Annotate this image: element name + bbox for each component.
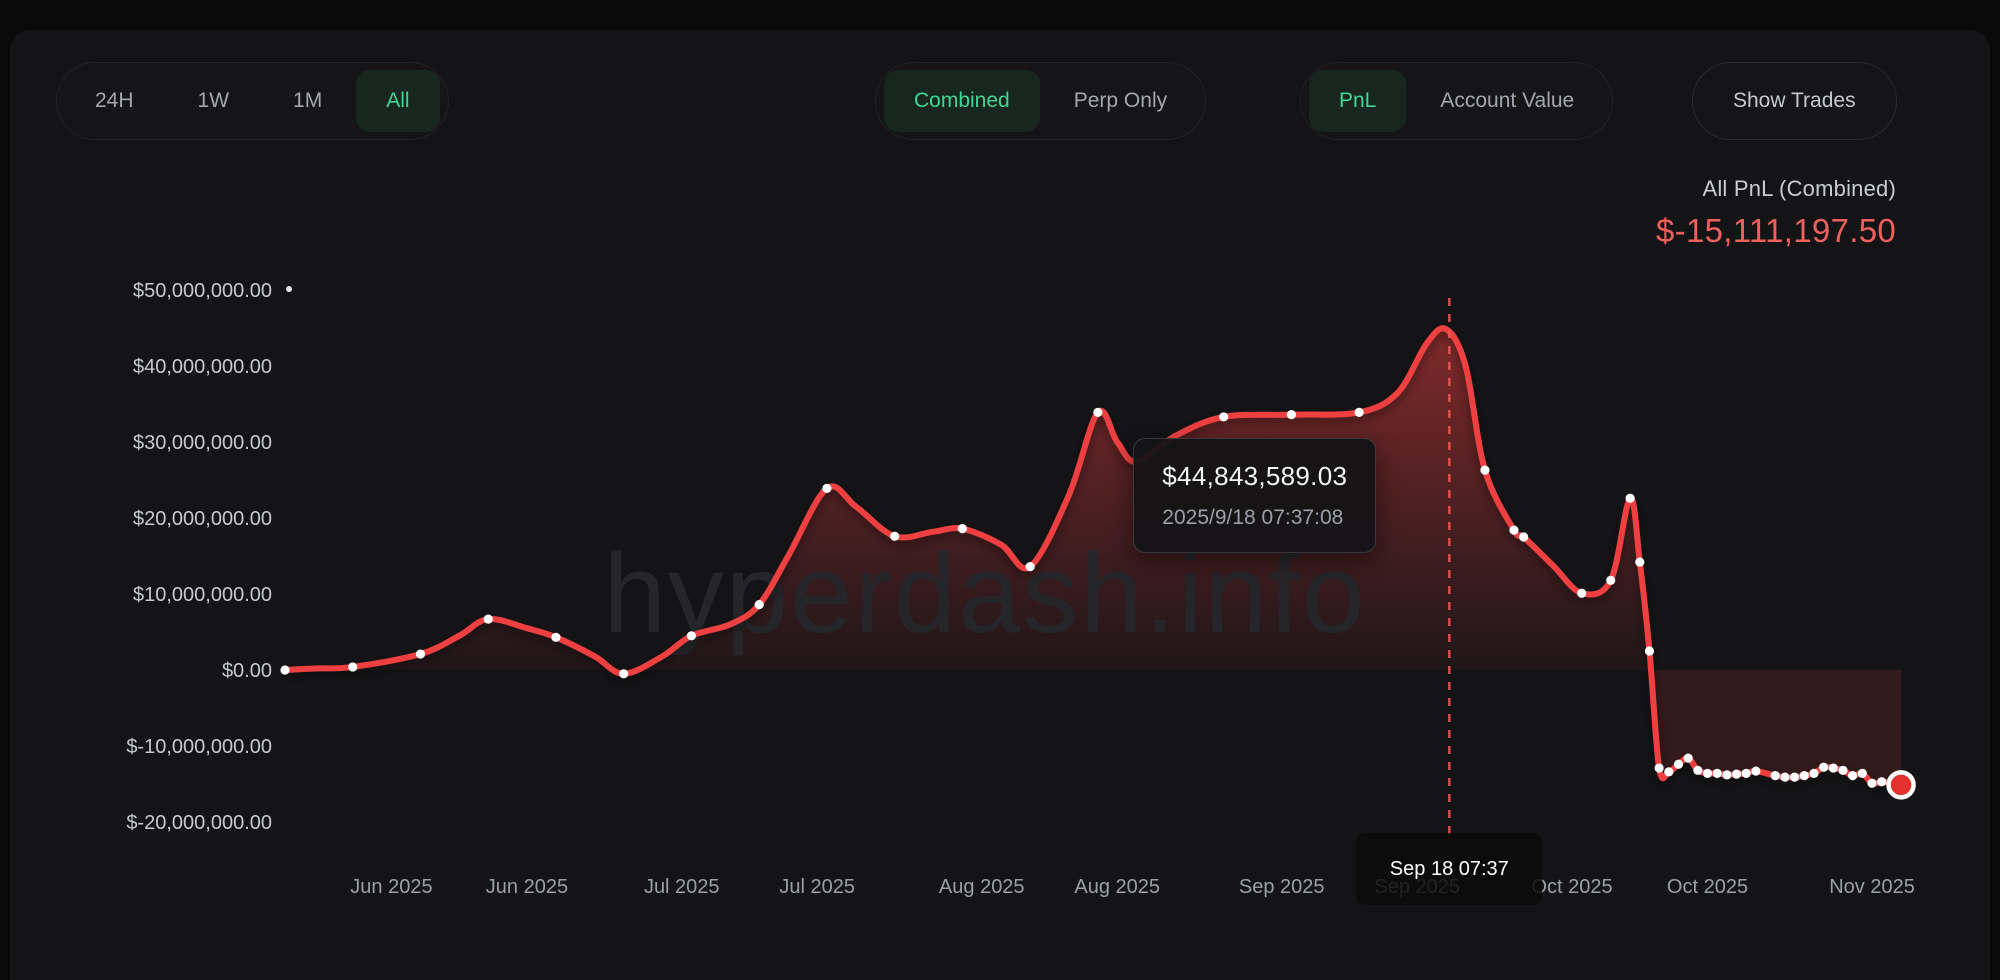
x-axis-label: Oct 2025 xyxy=(1531,876,1612,898)
y-axis-label: $50,000,000.00 xyxy=(133,280,272,302)
tooltip-value: $44,843,589.03 xyxy=(1162,461,1348,491)
data-point-marker xyxy=(1354,407,1364,417)
data-point-marker xyxy=(1770,771,1780,781)
tooltip-datetime: 2025/9/18 07:37:08 xyxy=(1162,506,1344,529)
y-axis-label: $-20,000,000.00 xyxy=(126,812,272,834)
tab-24h[interactable]: 24H xyxy=(65,70,164,132)
data-point-marker xyxy=(1722,770,1732,780)
tab-1w[interactable]: 1W xyxy=(168,70,260,132)
data-point-marker xyxy=(1025,562,1035,572)
y-axis-label: $20,000,000.00 xyxy=(133,508,272,530)
data-point-marker xyxy=(1741,768,1751,778)
x-axis-label: Aug 2025 xyxy=(939,876,1025,898)
x-axis-label: Nov 2025 xyxy=(1829,876,1915,898)
data-point-marker xyxy=(686,631,697,641)
pnl-line xyxy=(282,325,1905,788)
data-point-marker xyxy=(1654,763,1664,773)
data-point-marker xyxy=(1751,766,1761,776)
data-point-marker xyxy=(1799,771,1809,781)
y-axis-label: $40,000,000.00 xyxy=(133,356,272,378)
x-axis-label: Jul 2025 xyxy=(644,876,720,898)
pnl-summary: All PnL (Combined) $-15,111,197.50 xyxy=(1656,176,1896,250)
tab-combined[interactable]: Combined xyxy=(884,70,1040,132)
x-axis-label: Sep 2025 xyxy=(1239,876,1325,898)
data-point-marker xyxy=(1790,772,1800,782)
data-point-marker xyxy=(754,600,764,610)
data-point-marker xyxy=(890,531,900,541)
data-point-marker xyxy=(1828,763,1838,773)
chart-tooltip: $44,843,589.03 2025/9/18 07:37:08 xyxy=(1133,438,1377,553)
data-point-marker xyxy=(1780,772,1790,782)
data-point-marker xyxy=(1286,410,1297,420)
data-point-marker xyxy=(1219,412,1229,422)
data-point-marker xyxy=(280,665,290,675)
data-point-marker xyxy=(1093,407,1103,417)
show-trades-button[interactable]: Show Trades xyxy=(1692,62,1897,140)
tab-perp-only[interactable]: Perp Only xyxy=(1044,70,1197,132)
data-point-marker xyxy=(957,524,967,534)
axis-hover-label: Sep 18 07:37 xyxy=(1356,833,1543,905)
data-point-marker xyxy=(1673,759,1684,769)
y-axis-label: $0.00 xyxy=(222,660,272,682)
tab-pnl[interactable]: PnL xyxy=(1309,70,1407,132)
data-point-marker xyxy=(415,649,426,659)
y-axis-label: $10,000,000.00 xyxy=(133,584,272,606)
data-point-marker xyxy=(1644,646,1655,656)
mode-tab-group: Combined Perp Only xyxy=(875,62,1207,140)
toolbar: 24H 1W 1M All Combined Perp Only PnL Acc… xyxy=(0,62,2000,140)
pnl-summary-title: All PnL (Combined) xyxy=(1702,176,1896,201)
data-point-marker xyxy=(1509,525,1519,535)
chart-panel xyxy=(10,30,1990,980)
data-point-marker xyxy=(1809,768,1819,778)
data-point-marker xyxy=(1819,762,1829,772)
x-axis-label: Jun 2025 xyxy=(350,876,432,898)
data-point-marker xyxy=(551,632,561,642)
data-point-marker xyxy=(1480,465,1490,475)
x-axis-label: Aug 2025 xyxy=(1074,876,1160,898)
time-range-tab-group: 24H 1W 1M All xyxy=(56,62,449,140)
data-point-marker xyxy=(1877,777,1887,787)
data-point-marker xyxy=(1519,532,1529,542)
data-point-marker xyxy=(1702,768,1713,778)
tab-account-value[interactable]: Account Value xyxy=(1410,70,1604,132)
data-point-marker xyxy=(1712,768,1722,778)
data-point-marker xyxy=(348,662,358,672)
data-point-marker xyxy=(1635,557,1645,567)
data-point-marker xyxy=(1867,778,1877,788)
x-axis-label: Jun 2025 xyxy=(486,876,568,898)
data-point-marker xyxy=(1577,588,1587,598)
data-point-marker xyxy=(1838,765,1848,775)
current-point-marker xyxy=(1886,770,1916,800)
data-point-marker xyxy=(619,669,629,679)
data-point-marker xyxy=(1683,753,1693,763)
data-point-marker xyxy=(1848,771,1858,781)
metric-tab-group: PnL Account Value xyxy=(1300,62,1614,140)
x-axis-label: Jul 2025 xyxy=(779,876,855,898)
data-point-marker xyxy=(1857,768,1867,778)
y-axis-label: $-10,000,000.00 xyxy=(126,736,272,758)
data-point-marker xyxy=(822,483,832,493)
pnl-summary-value: $-15,111,197.50 xyxy=(1656,212,1896,249)
data-point-marker xyxy=(1731,769,1742,779)
tab-all[interactable]: All xyxy=(356,70,440,132)
tab-1m[interactable]: 1M xyxy=(263,70,352,132)
stray-dot xyxy=(286,286,292,292)
y-axis-label: $30,000,000.00 xyxy=(133,432,272,454)
pnl-area-positive xyxy=(285,328,1902,670)
data-point-marker xyxy=(1606,575,1616,585)
data-point-marker xyxy=(1693,765,1703,775)
data-point-marker xyxy=(1625,493,1635,503)
data-point-marker xyxy=(1664,767,1674,777)
data-point-marker xyxy=(483,614,493,624)
x-axis-label: Oct 2025 xyxy=(1667,876,1748,898)
